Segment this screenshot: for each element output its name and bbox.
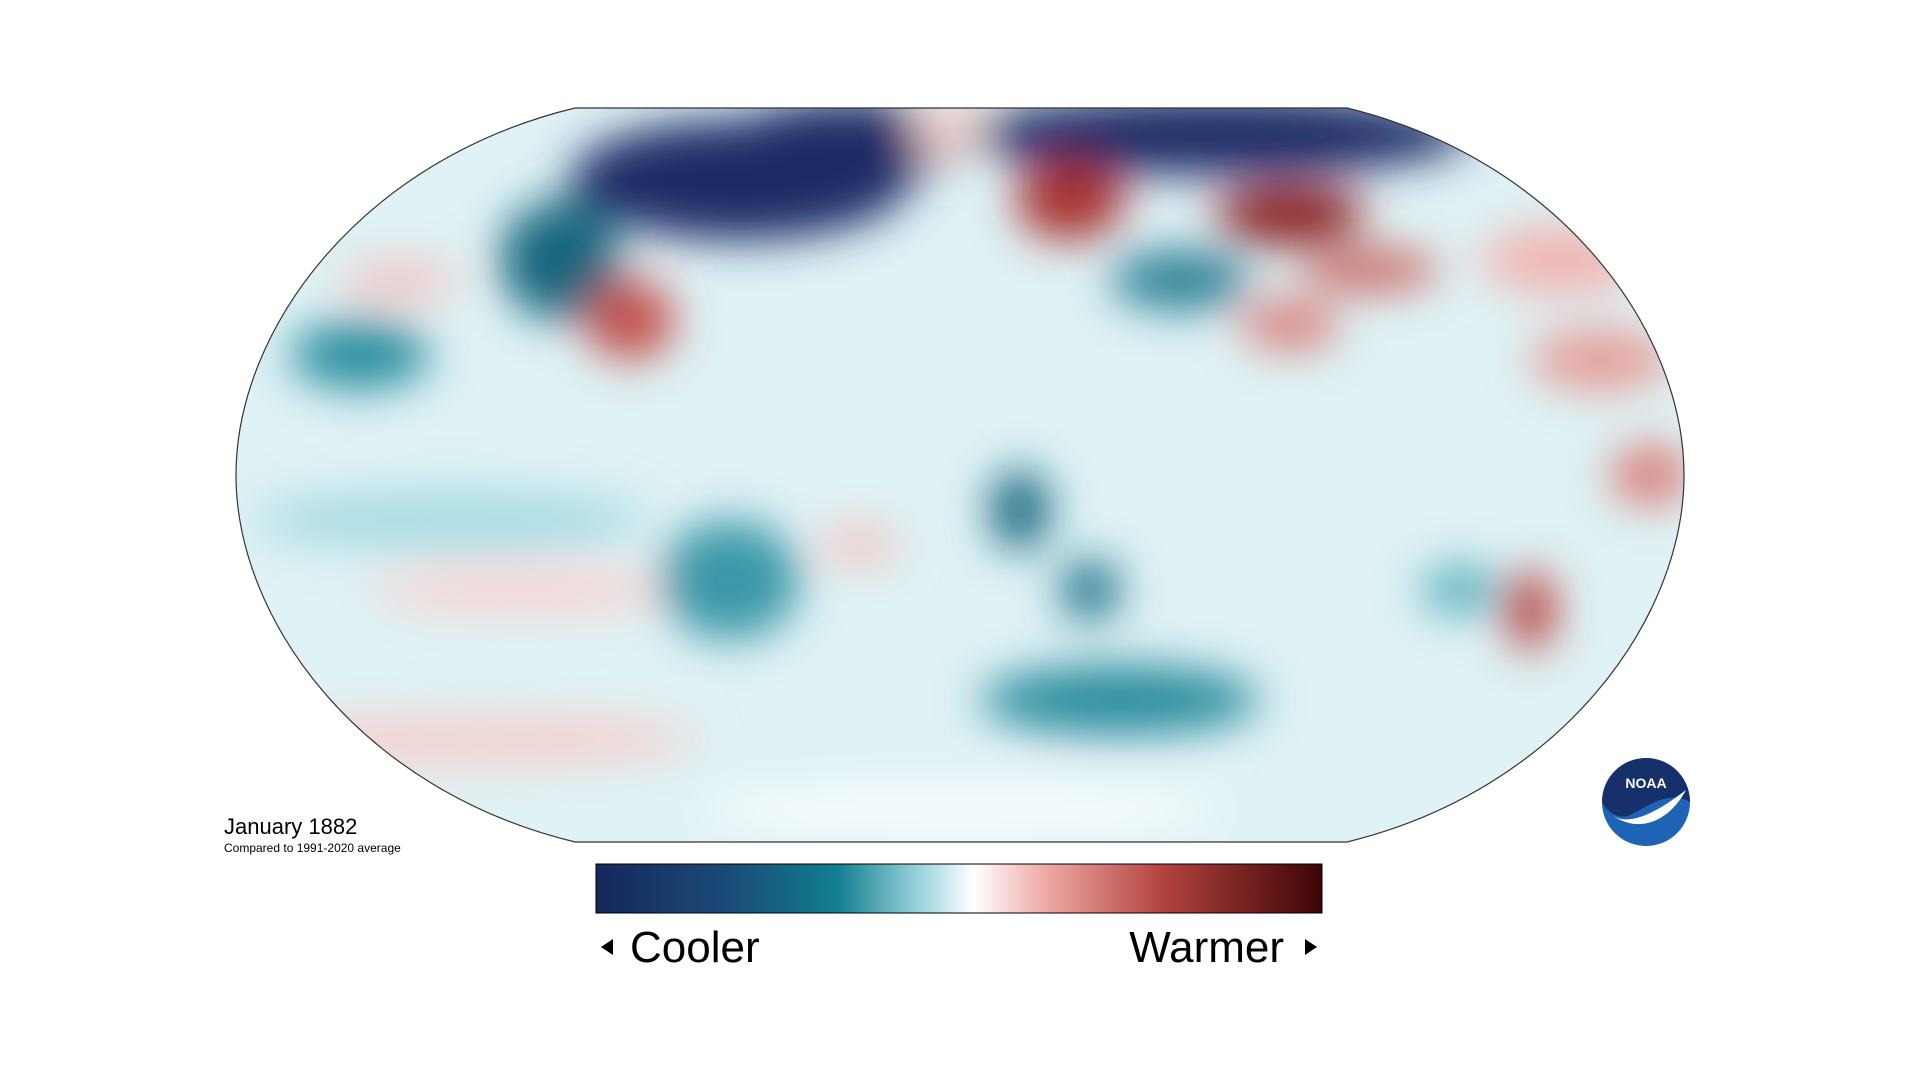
map-outline bbox=[235, 107, 1685, 843]
logo-text: NOAA bbox=[1625, 775, 1666, 791]
legend-low: Cooler bbox=[630, 923, 760, 972]
anomaly-map bbox=[236, 108, 1684, 842]
noaa-logo: NOAA bbox=[1602, 758, 1690, 846]
arrow-right bbox=[1305, 939, 1317, 955]
map-subtitle: Compared to 1991-2020 average bbox=[224, 841, 401, 855]
legend-high: Warmer bbox=[1129, 923, 1284, 972]
arrow-left bbox=[601, 939, 613, 955]
map-title: January 1882 bbox=[224, 814, 357, 839]
color-bar bbox=[595, 863, 1323, 914]
